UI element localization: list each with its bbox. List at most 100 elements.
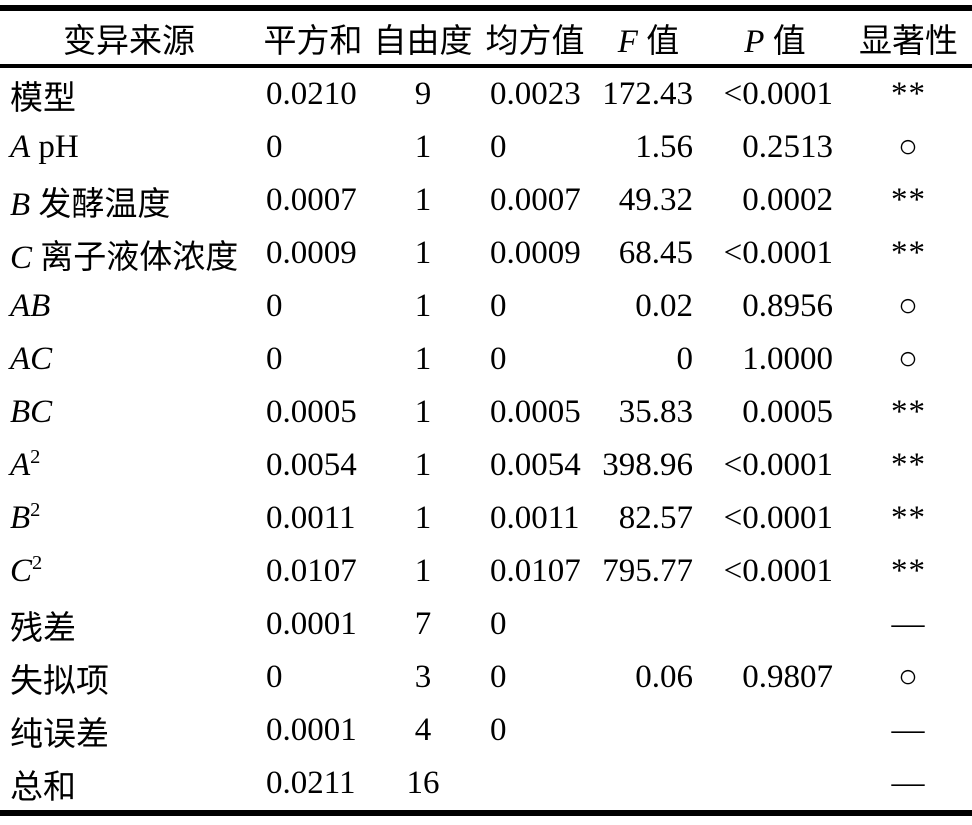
table-row: 纯误差 0.0001 4 0 — (0, 704, 972, 757)
table-row: AB 0 1 0 0.02 0.8956 ○ (0, 280, 972, 333)
table-row: 残差 0.0001 7 0 — (0, 598, 972, 651)
cell-ss: 0 (266, 288, 283, 324)
table-row: BC 0.0005 1 0.0005 35.83 0.0005 ** (0, 386, 972, 439)
factor-symbol: AB (10, 288, 51, 324)
cell-ms: 0 (490, 341, 507, 377)
cell-f: 172.43 (602, 76, 693, 112)
cell-ms: 0 (490, 712, 507, 748)
cell-df: 1 (414, 288, 432, 324)
superscript: 2 (30, 499, 41, 521)
cell-source: AC (0, 333, 258, 386)
cell-df: 1 (414, 182, 432, 218)
table-row: A pH 0 1 0 1.56 0.2513 ○ (0, 121, 972, 174)
cell-ms: 0.0007 (490, 182, 581, 218)
header-cell-ss: 平方和 (263, 23, 363, 60)
cell-p: <0.0001 (723, 553, 833, 589)
cell-p: 1.0000 (742, 341, 833, 377)
cell-ms: 0.0107 (490, 553, 581, 589)
cell-ss: 0.0211 (266, 765, 356, 801)
factor-symbol: P (744, 23, 765, 60)
header-cell-p: P 值 (744, 23, 806, 60)
table-row: C2 0.0107 1 0.0107 795.77 <0.0001 ** (0, 545, 972, 598)
cell-f: 795.77 (602, 553, 693, 589)
cell-ms: 0 (490, 659, 507, 695)
cell-df: 7 (414, 606, 432, 642)
cell-f: 0.02 (635, 288, 693, 324)
cell-ss: 0.0007 (266, 182, 357, 218)
cell-source: 总和 (10, 769, 76, 806)
cell-p: <0.0001 (723, 235, 833, 271)
cell-df: 1 (414, 341, 432, 377)
cell-sig: ○ (898, 341, 919, 377)
cell-df: 16 (406, 765, 440, 801)
cell-df: 1 (414, 447, 432, 483)
header-row: 变异来源 平方和 自由度 均方值 F 值 P 值 显著性 (0, 8, 972, 66)
cell-p: 0.0002 (742, 182, 833, 218)
table-row: 总和 0.0211 16 — (0, 757, 972, 813)
header-cell-ms: 均方值 (485, 23, 585, 60)
cell-df: 4 (414, 712, 432, 748)
cell-source: 残差 (10, 610, 76, 647)
cell-ms: 0.0023 (490, 76, 581, 112)
cell-ms (478, 757, 592, 813)
table-row: A2 0.0054 1 0.0054 398.96 <0.0001 ** (0, 439, 972, 492)
cell-sig: ** (891, 553, 926, 589)
cell-f: 0.06 (635, 659, 693, 695)
cell-ss: 0.0107 (266, 553, 357, 589)
cell-sig: — (891, 712, 926, 748)
cell-source: B 发酵温度 (10, 186, 171, 223)
anova-table-body: 模型 0.0210 9 0.0023 172.43 <0.0001 ** A pH 0 1 0 1.5… (0, 66, 972, 813)
cell-ss: 0.0009 (266, 235, 357, 271)
factor-symbol: A (10, 447, 31, 483)
cell-df: 9 (414, 76, 432, 112)
cell-ss: 0.0005 (266, 394, 357, 430)
factor-symbol: F (617, 23, 638, 60)
cell-ms: 0.0005 (490, 394, 581, 430)
cell-sig: — (891, 606, 926, 642)
cell-sig: ** (891, 235, 926, 271)
cell-p: 0.9807 (742, 659, 833, 695)
cell-ss: 0 (266, 129, 283, 165)
cell-f: 49.32 (618, 182, 693, 218)
factor-symbol: A (10, 129, 31, 165)
anova-table-header: 变异来源 平方和 自由度 均方值 F 值 P 值 显著性 (0, 8, 972, 66)
table-row: C 离子液体浓度 0.0009 1 0.0009 68.45 <0.0001 ** (0, 227, 972, 280)
cell-f: 68.45 (618, 235, 693, 271)
cell-df: 1 (414, 500, 432, 536)
cell-p (705, 757, 845, 813)
superscript: 2 (32, 552, 43, 574)
factor-symbol: B (10, 186, 31, 223)
cell-source: A2 (0, 439, 258, 492)
cell-sig: ** (891, 182, 926, 218)
cell-f: 1.56 (635, 129, 693, 165)
cell-ms: 0 (490, 606, 507, 642)
cell-sig: ** (891, 394, 926, 430)
cell-df: 3 (414, 659, 432, 695)
cell-sig: ○ (898, 129, 919, 165)
cell-source: 失拟项 (10, 663, 109, 700)
header-cell-sig: 显著性 (859, 23, 958, 60)
cell-source: AB (0, 280, 258, 333)
cell-source: A pH (10, 129, 79, 165)
factor-symbol: BC (10, 394, 53, 430)
header-cell-f: F 值 (617, 23, 680, 60)
cell-f (592, 598, 705, 651)
cell-ss: 0.0054 (266, 447, 357, 483)
cell-p (705, 704, 845, 757)
table-row: AC 0 1 0 0 1.0000 ○ (0, 333, 972, 386)
header-cell-source: 变异来源 (63, 23, 195, 60)
factor-symbol: B (10, 500, 31, 536)
cell-sig: — (891, 765, 926, 801)
factor-symbol: C (10, 239, 33, 276)
cell-df: 1 (414, 235, 432, 271)
cell-p: 0.2513 (742, 129, 833, 165)
table-row: B2 0.0011 1 0.0011 82.57 <0.0001 ** (0, 492, 972, 545)
factor-symbol: C (10, 553, 33, 589)
cell-source: BC (0, 386, 258, 439)
cell-ms: 0.0009 (490, 235, 581, 271)
cell-f: 35.83 (618, 394, 693, 430)
cell-ms: 0.0054 (490, 447, 581, 483)
cell-source: C2 (0, 545, 258, 598)
cell-p: <0.0001 (723, 447, 833, 483)
